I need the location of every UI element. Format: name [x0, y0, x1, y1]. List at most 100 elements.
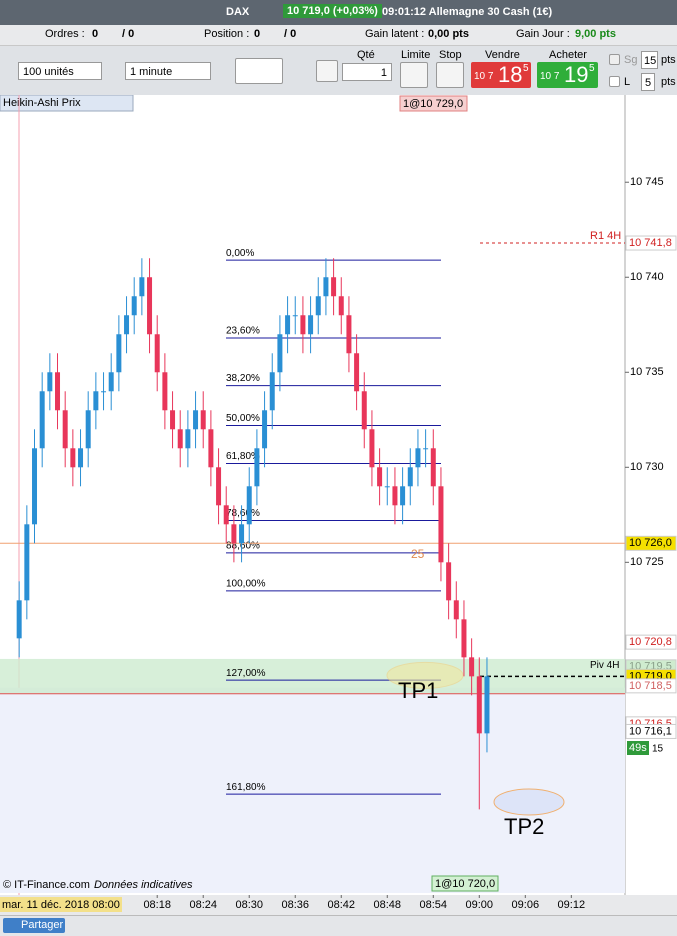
price-tag: 10 718,5	[629, 680, 672, 692]
pivot-label: Piv 4H	[590, 660, 619, 671]
price-tag: 10 726,0	[629, 537, 672, 549]
sell-label: Vendre	[485, 49, 520, 61]
qty-input[interactable]: 1	[342, 63, 392, 81]
y-tick-label: 10 730	[630, 461, 664, 473]
candle-body	[292, 315, 298, 317]
candle-body	[208, 429, 214, 468]
candle-body	[277, 334, 283, 373]
orders-label: Ordres :	[45, 28, 85, 40]
plot: R1 4H Piv 4H 10 745 10 740 10 735 10 730 10 72…	[0, 95, 677, 893]
candle-body	[446, 562, 452, 601]
date-label: mar. 11 déc. 2018 08:00	[2, 899, 120, 911]
settings-button[interactable]	[316, 60, 338, 82]
fib-label: 23,60%	[226, 326, 260, 337]
fib-label: 0,00%	[226, 248, 254, 259]
candle-body	[423, 448, 429, 450]
sell-button[interactable]: 10 7 18 5	[471, 62, 531, 88]
chart-type-button[interactable]	[235, 58, 283, 84]
candle-body	[269, 372, 275, 411]
candle-body	[400, 486, 406, 506]
instrument[interactable]: DAX	[226, 6, 250, 18]
tp2-zone	[493, 788, 565, 816]
price-tag: 10 741,8	[629, 237, 672, 249]
countdown-unit: 15	[652, 744, 664, 755]
l-checkbox[interactable]	[609, 76, 620, 87]
position-label: Position :	[204, 28, 250, 40]
candle-body	[193, 410, 199, 430]
candle-body	[392, 486, 398, 506]
candle-body	[361, 391, 367, 430]
orders: 0	[92, 28, 99, 40]
share-button[interactable]: Partager	[3, 918, 65, 933]
stop-button[interactable]	[436, 62, 464, 88]
candle-body	[377, 467, 383, 487]
sg-input[interactable]: 15	[641, 51, 658, 69]
candle-body	[246, 486, 252, 525]
candle-body	[32, 448, 38, 525]
candle-body	[185, 429, 191, 449]
candle-body	[315, 296, 321, 316]
candle-body	[223, 505, 229, 525]
limit-button[interactable]	[400, 62, 428, 88]
candle-body	[216, 467, 222, 506]
candle-body	[62, 410, 68, 449]
sell-prefix: 10 7	[474, 71, 494, 82]
fib-label: 38,20%	[226, 373, 260, 384]
price-tag-bg	[625, 235, 677, 251]
candle-body	[415, 448, 421, 468]
x-tick-label: 08:24	[189, 899, 217, 911]
y-tick-label: 10 735	[630, 366, 664, 378]
candle-body	[39, 391, 45, 449]
order-tag: 1@10 729,0	[403, 98, 463, 110]
tp1-label: TP1	[398, 678, 438, 703]
candle-body	[131, 296, 137, 316]
x-tick-label: 09:12	[558, 899, 586, 911]
candle-body	[154, 334, 160, 373]
candle-body	[170, 410, 176, 430]
sell-sup: 5	[523, 63, 529, 74]
fib-label: 61,80%	[226, 451, 260, 462]
fib-label: 127,00%	[226, 668, 266, 679]
candle-body	[139, 277, 145, 297]
bottom-bar: Partager	[0, 915, 677, 936]
candle-body	[476, 676, 482, 734]
sg-checkbox[interactable]	[609, 54, 620, 65]
candle-body	[430, 448, 436, 487]
candle-body	[239, 524, 245, 544]
candle-body	[438, 486, 444, 563]
period-select[interactable]: 1 minute	[125, 62, 211, 80]
position-total: / 0	[284, 28, 297, 40]
candle-body	[93, 391, 99, 411]
y-tick-label: 10 740	[630, 271, 664, 283]
price-tag: 10 716,1	[629, 725, 672, 737]
limit-label: Limite	[401, 49, 431, 61]
candle-body	[47, 372, 53, 392]
candle-body	[101, 391, 107, 393]
latent-label: Gain latent :	[365, 28, 425, 40]
candle-body	[369, 429, 375, 468]
units-select[interactable]: 100 unités	[18, 62, 102, 80]
l-input[interactable]: 5	[641, 73, 655, 91]
l-label: L	[624, 76, 631, 88]
copyright: © IT-Finance.com	[3, 879, 90, 891]
candle-body	[323, 277, 329, 297]
price-tag: 10 720,8	[629, 636, 672, 648]
stop-label: Stop	[439, 49, 462, 61]
instrument-info: 09:01:12 Allemagne 30 Cash (1€)	[382, 6, 553, 18]
r1-label: R1 4H	[590, 230, 621, 242]
position: 0	[254, 28, 261, 40]
candle-body	[116, 334, 122, 373]
fib-label: 100,00%	[226, 578, 266, 589]
time-axis	[0, 895, 677, 915]
tp1-zone	[386, 661, 464, 689]
buy-prefix: 10 7	[540, 71, 560, 82]
price-tag-bg	[625, 535, 677, 551]
fib-label: 78,60%	[226, 508, 260, 519]
x-tick-label: 09:00	[466, 899, 494, 911]
date-box	[0, 897, 122, 912]
x-tick-label: 08:30	[235, 899, 263, 911]
candle-body	[331, 277, 337, 297]
latent: 0,00 pts	[428, 28, 469, 40]
buy-button[interactable]: 10 7 19 5	[537, 62, 598, 88]
